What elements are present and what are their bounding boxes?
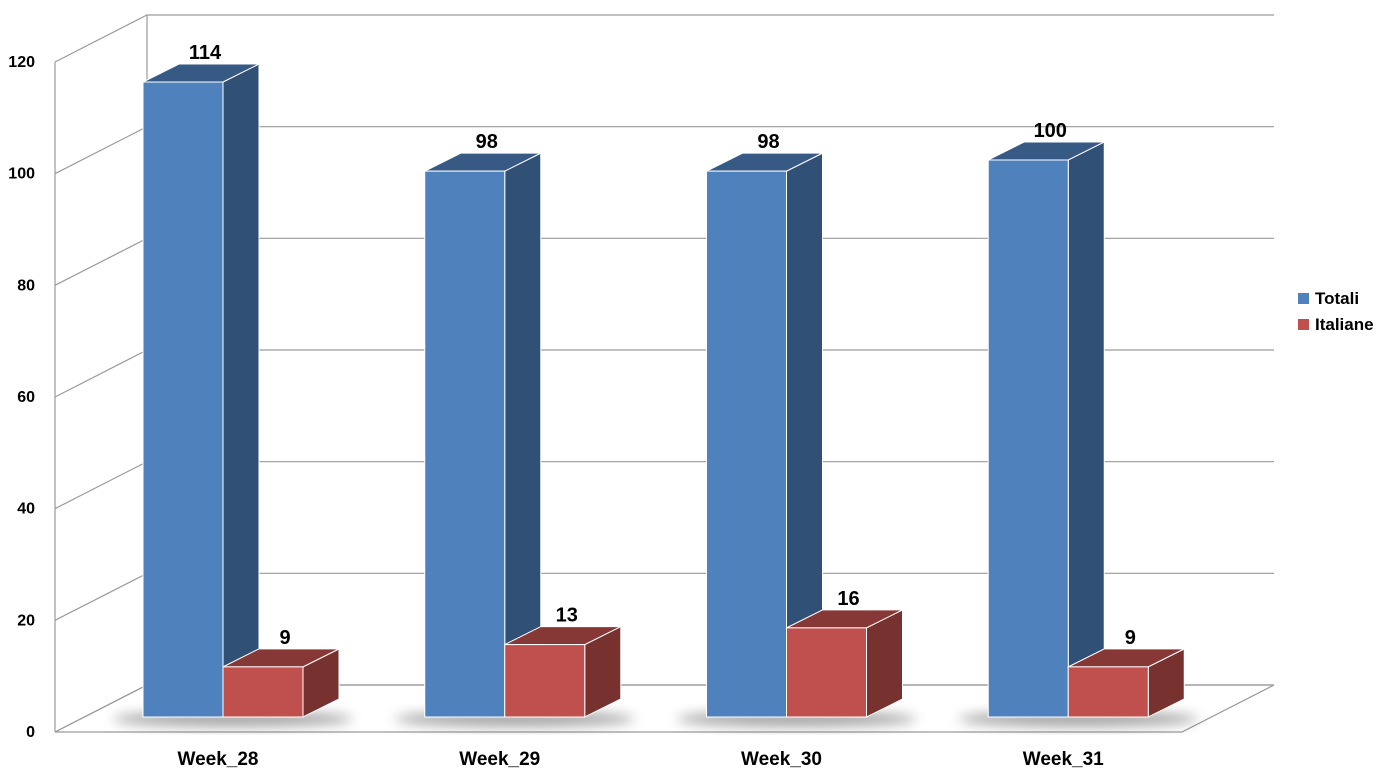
legend: Totali Italiane — [1298, 289, 1374, 334]
bar-totali-week_29 — [424, 152, 542, 718]
y-tick-label: 120 — [8, 54, 35, 71]
bars — [142, 63, 1185, 718]
legend-item-totali: Totali — [1298, 289, 1359, 308]
legend-item-italiane: Italiane — [1298, 315, 1374, 334]
data-label: 13 — [556, 605, 578, 627]
gridline — [54, 14, 1274, 63]
y-tick-label: 0 — [26, 724, 35, 741]
bar-front — [706, 170, 787, 718]
bar-italiane-week_28 — [222, 648, 340, 718]
data-label: 98 — [757, 131, 779, 153]
data-label: 98 — [476, 131, 498, 153]
data-label: 9 — [1125, 627, 1136, 649]
x-tick-label: Week_31 — [1023, 749, 1104, 770]
x-tick-label: Week_28 — [178, 749, 259, 770]
y-tick-label: 20 — [17, 612, 35, 629]
bar-italiane-week_29 — [504, 625, 622, 718]
bar-side — [1067, 141, 1105, 718]
bar-front — [987, 159, 1069, 718]
y-tick-label: 60 — [17, 389, 35, 406]
x-axis-labels: Week_28 Week_29 Week_30 Week_31 — [178, 749, 1105, 770]
x-tick-label: Week_29 — [459, 749, 540, 770]
data-label: 9 — [279, 627, 290, 649]
bar-front — [142, 81, 224, 718]
bar-front — [1067, 666, 1149, 718]
bar-front — [786, 627, 867, 718]
bar-front — [504, 644, 586, 718]
bar-italiane-week_30 — [786, 609, 903, 718]
bar-front — [222, 666, 304, 718]
legend-label: Totali — [1315, 289, 1359, 308]
y-axis-ticks: 0 20 40 60 80 100 120 — [8, 54, 35, 741]
bar-front — [424, 170, 506, 718]
data-labels: 114 9 98 13 98 16 100 9 — [189, 42, 1136, 649]
legend-swatch — [1298, 293, 1309, 304]
bar-side — [866, 609, 903, 718]
bar-totali-week_30 — [706, 152, 823, 718]
bar-side — [222, 63, 260, 718]
y-tick-label: 80 — [17, 277, 35, 294]
y-tick-label: 100 — [8, 166, 35, 183]
bar-totali-week_31 — [987, 141, 1105, 718]
data-label: 100 — [1034, 120, 1067, 142]
legend-label: Italiane — [1315, 315, 1374, 334]
bar-italiane-week_31 — [1067, 648, 1185, 718]
data-label: 16 — [837, 588, 859, 610]
x-tick-label: Week_30 — [741, 749, 822, 770]
legend-swatch — [1298, 319, 1309, 330]
y-tick-label: 40 — [17, 501, 35, 518]
data-label: 114 — [189, 42, 222, 64]
bar-totali-week_28 — [142, 63, 260, 718]
